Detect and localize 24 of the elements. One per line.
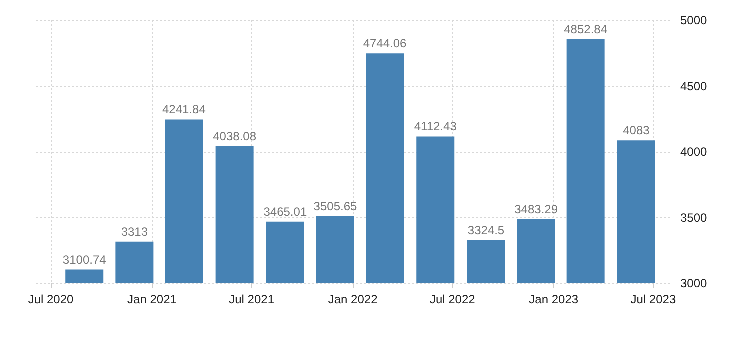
x-tick-label: Jul 2022 (430, 292, 476, 306)
data-label: 3465.01 (264, 204, 308, 219)
y-tick-label: 4500 (680, 79, 708, 94)
data-label: 3483.29 (514, 202, 558, 216)
y-tick-label: 3000 (680, 276, 708, 290)
data-label: 4241.84 (162, 102, 206, 117)
data-label: 4083 (623, 124, 650, 138)
x-tick-label: Jul 2021 (229, 292, 275, 306)
y-tick-label: 5000 (680, 14, 708, 28)
x-tick-label: Jan 2023 (529, 292, 579, 306)
y-tick-label: 3500 (680, 210, 708, 225)
data-label: 4852.84 (564, 22, 608, 36)
x-tick-label: Jul 2023 (630, 292, 676, 306)
data-label: 3505.65 (314, 200, 358, 214)
data-label: 4038.08 (213, 129, 257, 144)
x-tick-label: Jul 2020 (28, 292, 74, 306)
data-label: 3324.5 (468, 223, 505, 238)
data-label: 4744.06 (363, 36, 408, 51)
data-label: 4112.43 (414, 120, 458, 134)
x-tick-label: Jan 2021 (128, 292, 178, 306)
x-tick-label: Jan 2022 (328, 292, 378, 306)
data-label: 3313 (121, 224, 148, 239)
y-tick-label: 4000 (680, 145, 708, 159)
data-label: 3100.74 (62, 252, 107, 267)
